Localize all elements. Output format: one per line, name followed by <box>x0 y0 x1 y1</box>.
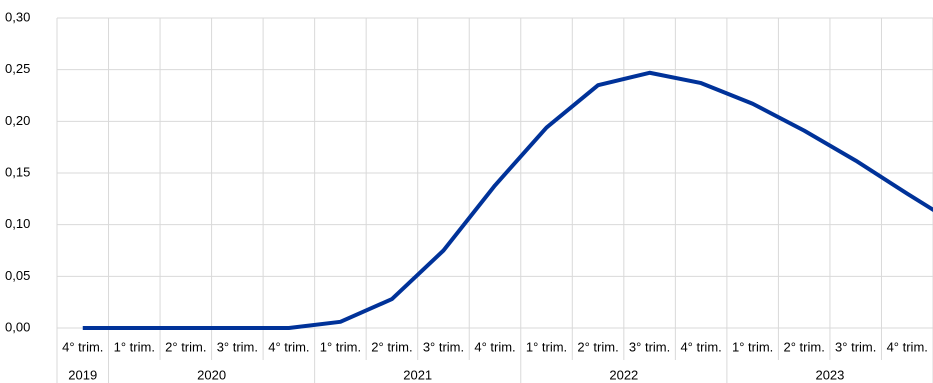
year-label: 2019 <box>68 367 97 382</box>
line-series <box>82 70 933 330</box>
x-tick-label: 4° trim. <box>268 339 309 354</box>
y-tick-label: 0,15 <box>5 164 30 179</box>
x-tick-label: 4° trim. <box>62 339 103 354</box>
x-tick-label: 1° trim. <box>526 339 567 354</box>
x-tick-label: 3° trim. <box>423 339 464 354</box>
x-tick-label: 3° trim. <box>629 339 670 354</box>
x-tick-label: 2° trim. <box>577 339 618 354</box>
x-tick-label: 3° trim. <box>835 339 876 354</box>
x-tick-label: 4° trim. <box>680 339 721 354</box>
x-tick-label: 4° trim. <box>887 339 928 354</box>
x-tick-label: 3° trim. <box>217 339 258 354</box>
year-label: 2021 <box>403 367 432 382</box>
x-tick-label: 1° trim. <box>320 339 361 354</box>
year-label: 2022 <box>609 367 638 382</box>
x-tick-label: 1° trim. <box>732 339 773 354</box>
y-tick-label: 0,10 <box>5 216 30 231</box>
x-tick-label: 2° trim. <box>371 339 412 354</box>
y-tick-label: 0,25 <box>5 61 30 76</box>
x-tick-label: 2° trim. <box>784 339 825 354</box>
y-tick-label: 0,20 <box>5 113 30 128</box>
x-tick-label: 4° trim. <box>474 339 515 354</box>
x-tick-label: 1° trim. <box>114 339 155 354</box>
year-label: 2020 <box>197 367 226 382</box>
year-label: 2023 <box>815 367 844 382</box>
x-tick-label: 2° trim. <box>165 339 206 354</box>
y-tick-label: 0,05 <box>5 268 30 283</box>
y-tick-label: 0,30 <box>5 9 30 24</box>
y-tick-label: 0,00 <box>5 319 30 334</box>
